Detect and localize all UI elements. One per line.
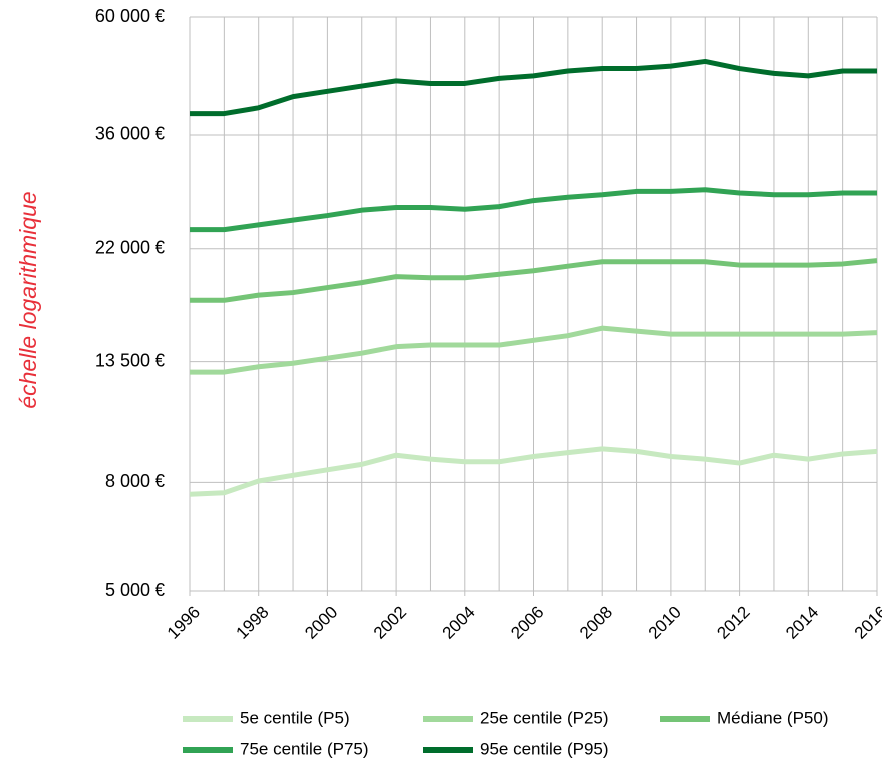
y-tick-label: 13 500 €	[95, 350, 165, 370]
legend-label: 75e centile (P75)	[240, 739, 369, 758]
y-tick-label: 36 000 €	[95, 124, 165, 144]
y-tick-label: 5 000 €	[105, 580, 165, 600]
y-tick-label: 22 000 €	[95, 238, 165, 258]
series-line	[190, 258, 878, 303]
x-tick-label: 2000	[301, 603, 341, 643]
x-tick-label: 1996	[164, 603, 204, 643]
x-tick-label: 2012	[713, 603, 753, 643]
x-tick-label: 2002	[370, 603, 410, 643]
x-tick-label: 2004	[439, 603, 479, 643]
legend-label: 95e centile (P95)	[480, 739, 609, 758]
y-axis-label: échelle logarithmique	[15, 191, 41, 408]
x-tick-label: 1998	[233, 603, 273, 643]
legend-label: Médiane (P50)	[717, 708, 829, 727]
x-tick-label: 2014	[782, 603, 822, 643]
series-line	[189, 446, 878, 497]
series-line	[190, 187, 877, 233]
series-line	[190, 58, 877, 117]
x-tick-label: 2010	[645, 603, 685, 643]
x-tick-label: 2016	[851, 603, 882, 643]
legend-label: 5e centile (P5)	[240, 708, 350, 727]
x-tick-label: 2006	[507, 603, 547, 643]
x-tick-label: 2008	[576, 603, 616, 643]
legend-label: 25e centile (P25)	[480, 708, 609, 727]
series-line	[190, 325, 878, 375]
y-tick-label: 60 000 €	[95, 6, 165, 26]
y-tick-label: 8 000 €	[105, 471, 165, 491]
